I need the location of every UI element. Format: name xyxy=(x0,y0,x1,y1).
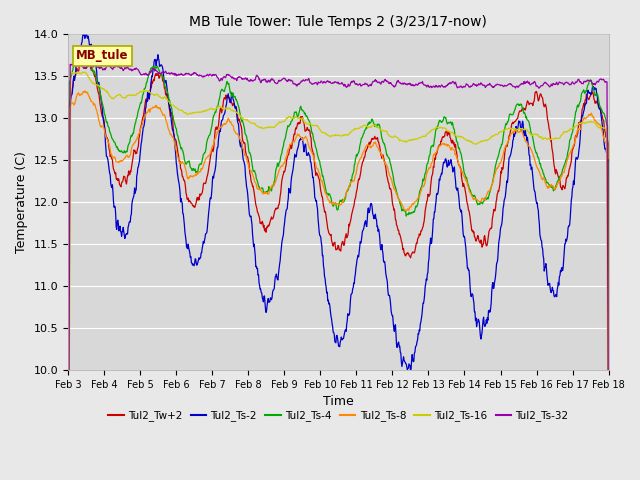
Legend: Tul2_Tw+2, Tul2_Ts-2, Tul2_Ts-4, Tul2_Ts-8, Tul2_Ts-16, Tul2_Ts-32: Tul2_Tw+2, Tul2_Ts-2, Tul2_Ts-4, Tul2_Ts… xyxy=(104,406,573,425)
X-axis label: Time: Time xyxy=(323,396,354,408)
Y-axis label: Temperature (C): Temperature (C) xyxy=(15,151,28,253)
Text: MB_tule: MB_tule xyxy=(76,49,129,62)
Title: MB Tule Tower: Tule Temps 2 (3/23/17-now): MB Tule Tower: Tule Temps 2 (3/23/17-now… xyxy=(189,15,487,29)
